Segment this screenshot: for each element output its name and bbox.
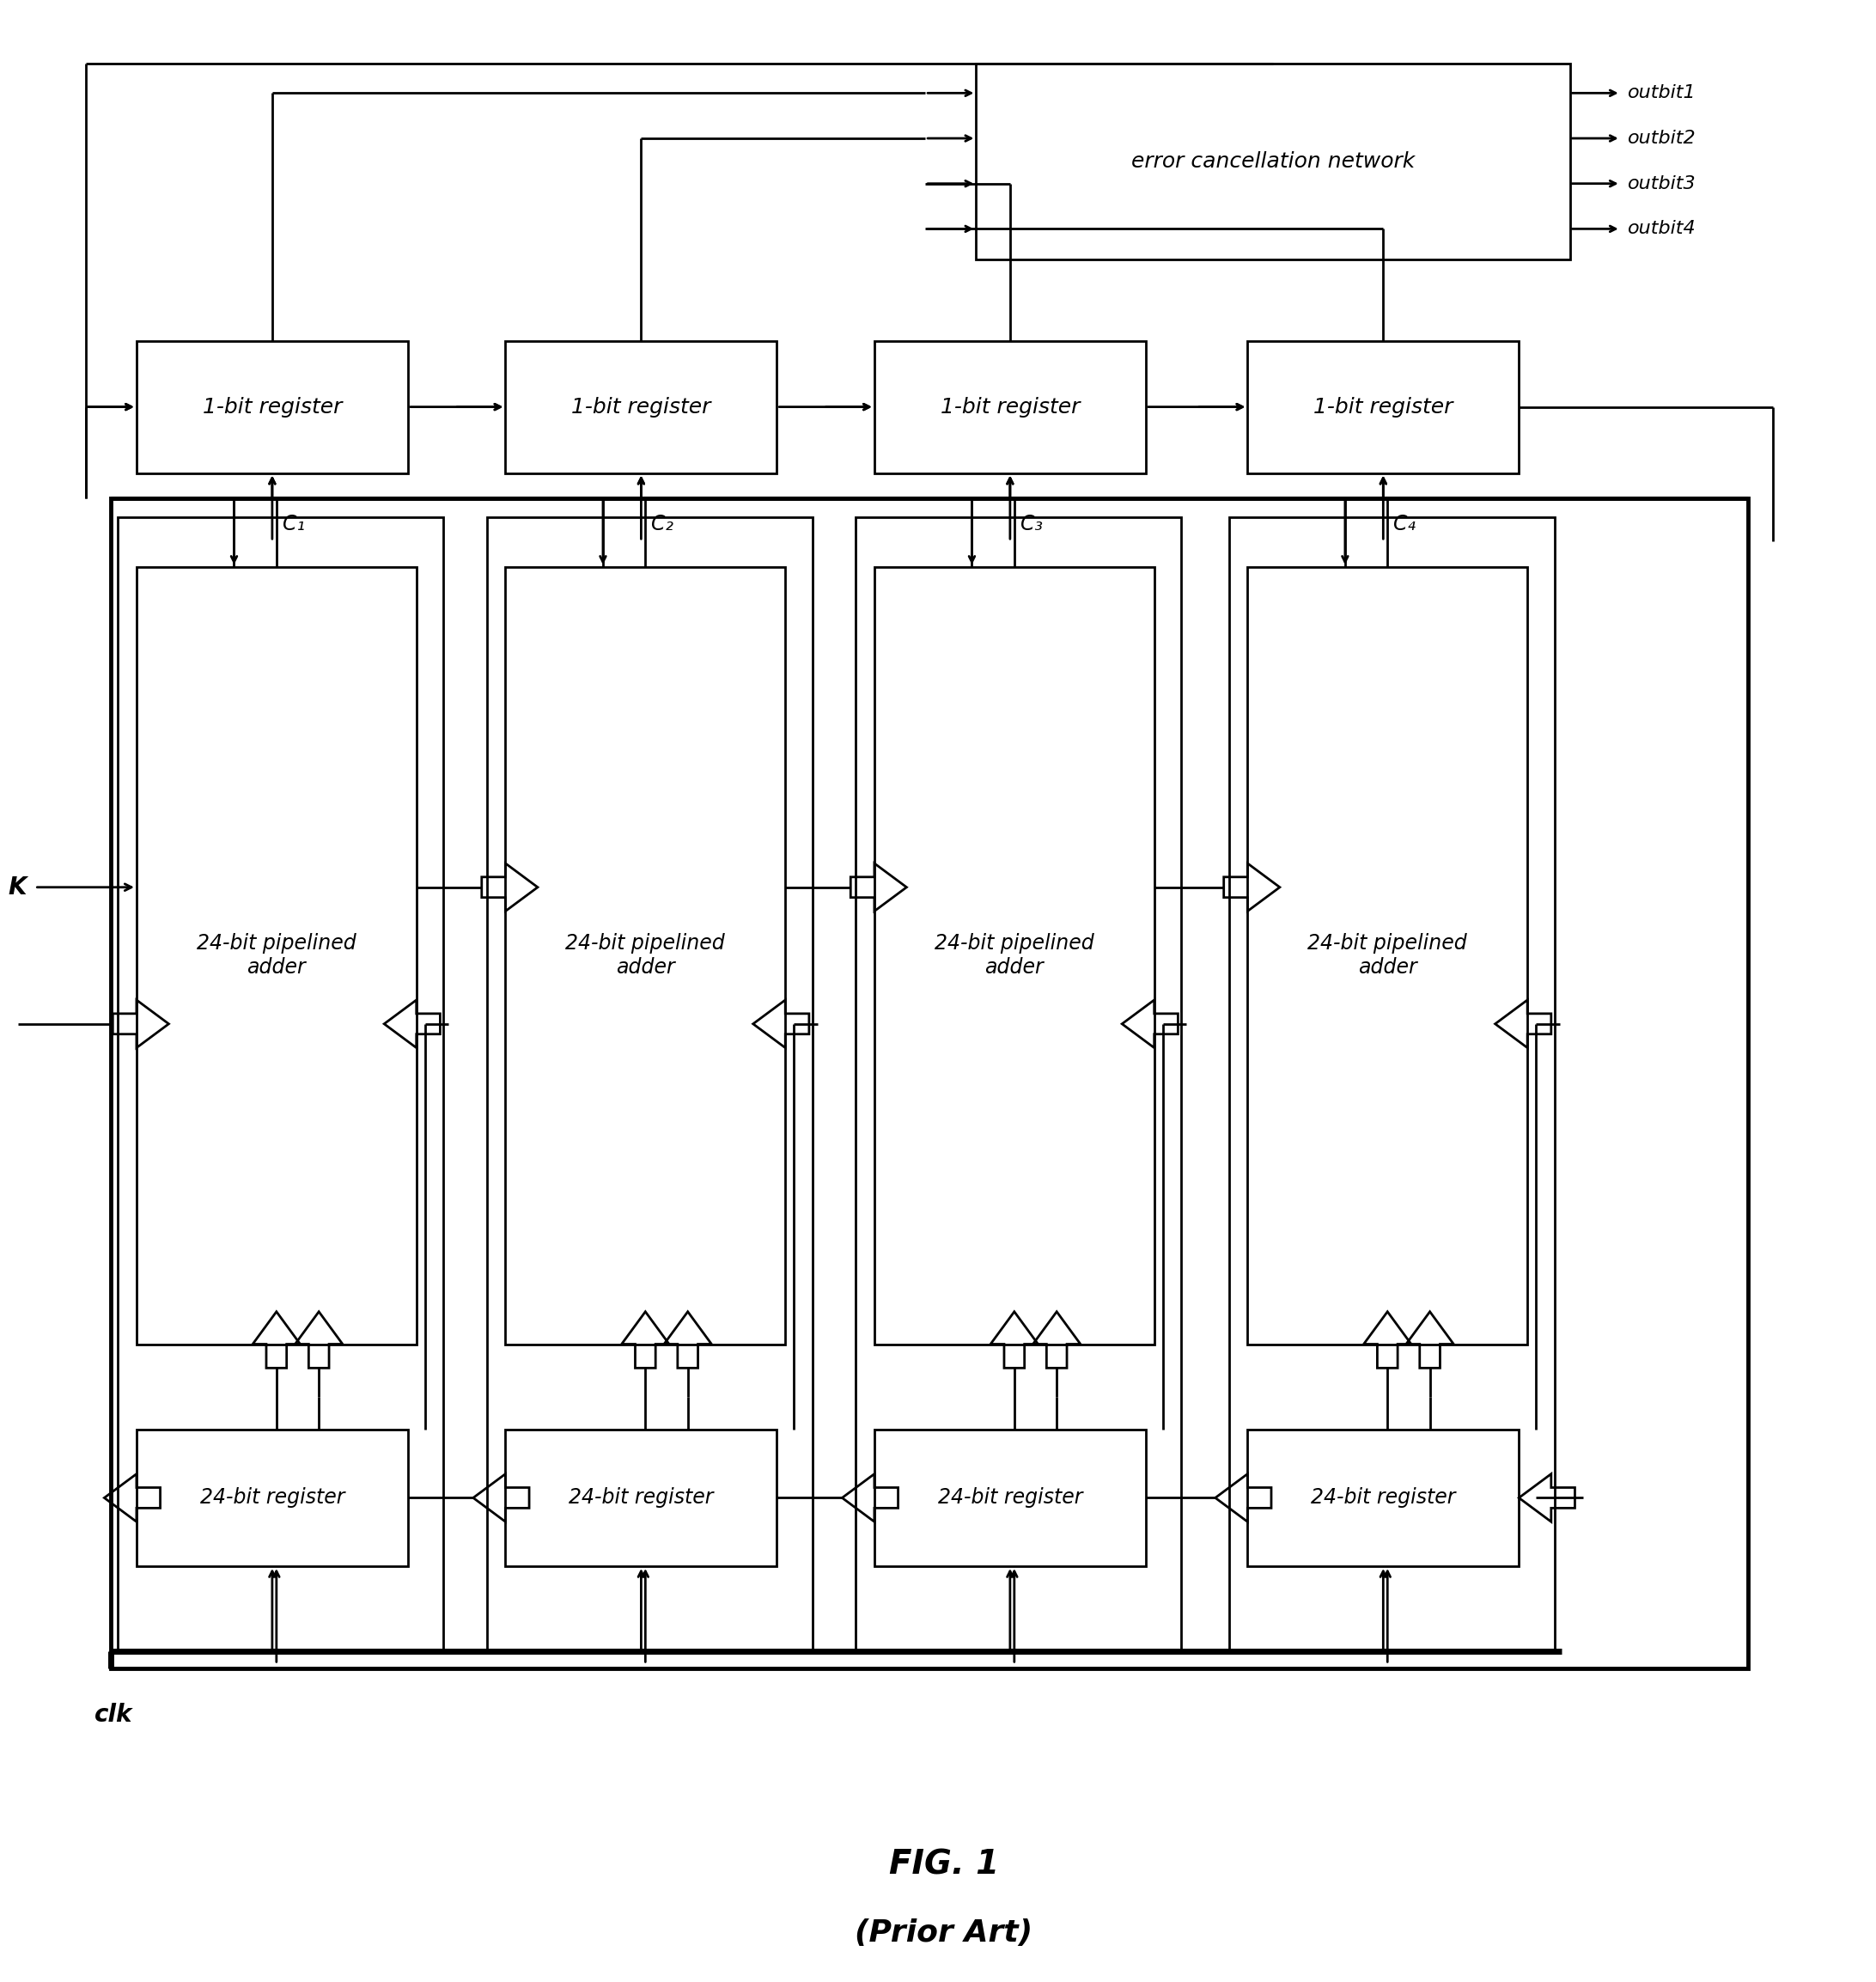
Text: FIG. 1: FIG. 1: [889, 1849, 998, 1881]
Bar: [855, 517, 1182, 1649]
Text: K: K: [8, 876, 26, 900]
Text: C₁: C₁: [283, 513, 304, 535]
Text: (Prior Art): (Prior Art): [855, 1919, 1034, 1948]
Bar: [118, 517, 443, 1649]
Text: 24-bit register: 24-bit register: [1311, 1488, 1456, 1508]
Text: 1-bit register: 1-bit register: [203, 396, 341, 416]
Text: 24-bit pipelined
adder: 24-bit pipelined adder: [197, 934, 356, 977]
Text: 24-bit register: 24-bit register: [568, 1488, 713, 1508]
Bar: [137, 567, 416, 1344]
Text: 24-bit pipelined
adder: 24-bit pipelined adder: [934, 934, 1094, 977]
Bar: [137, 1429, 407, 1566]
Text: 24-bit register: 24-bit register: [201, 1488, 345, 1508]
Bar: [874, 1429, 1146, 1566]
Text: outbit4: outbit4: [1628, 220, 1696, 238]
Text: outbit2: outbit2: [1628, 129, 1696, 147]
Text: C₄: C₄: [1394, 513, 1416, 535]
Text: outbit1: outbit1: [1628, 85, 1696, 101]
Bar: [137, 341, 407, 474]
Text: 24-bit pipelined
adder: 24-bit pipelined adder: [565, 934, 726, 977]
Bar: [111, 499, 1748, 1669]
Text: 24-bit pipelined
adder: 24-bit pipelined adder: [1308, 934, 1467, 977]
Text: 24-bit register: 24-bit register: [938, 1488, 1082, 1508]
Text: 1-bit register: 1-bit register: [1313, 396, 1452, 416]
Text: C₃: C₃: [1021, 513, 1043, 535]
Bar: [874, 341, 1146, 474]
Bar: [505, 567, 786, 1344]
Text: 1-bit register: 1-bit register: [940, 396, 1081, 416]
Bar: [1229, 517, 1555, 1649]
Bar: [1248, 1429, 1520, 1566]
Text: clk: clk: [94, 1703, 133, 1726]
Bar: [505, 341, 777, 474]
Bar: [1248, 567, 1527, 1344]
Bar: [874, 567, 1154, 1344]
Text: error cancellation network: error cancellation network: [1131, 151, 1415, 172]
Bar: [976, 63, 1570, 260]
Bar: [1248, 341, 1520, 474]
Bar: [505, 1429, 777, 1566]
Text: C₂: C₂: [651, 513, 673, 535]
Bar: [486, 517, 812, 1649]
Text: outbit3: outbit3: [1628, 174, 1696, 192]
Text: 1-bit register: 1-bit register: [572, 396, 711, 416]
